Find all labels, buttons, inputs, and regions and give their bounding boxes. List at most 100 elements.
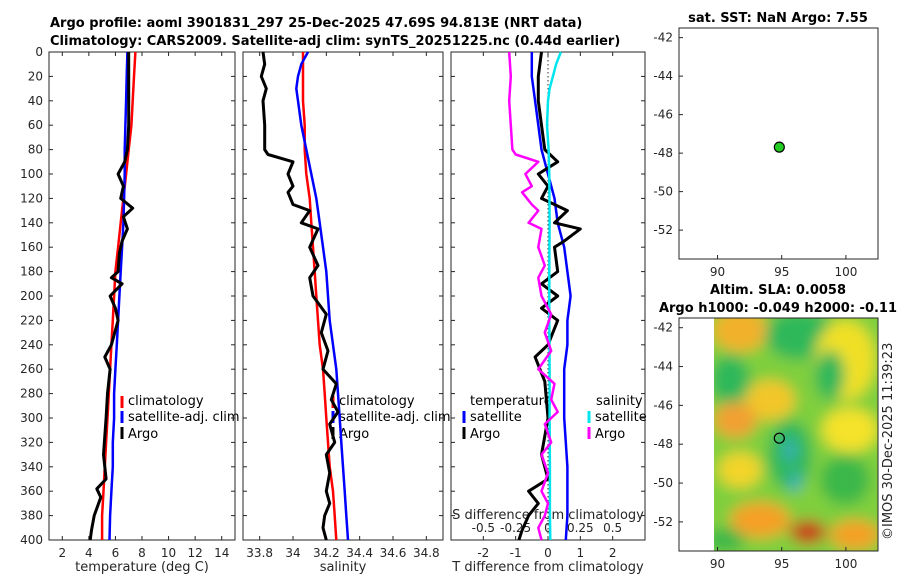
s-diff-tick-label: -0.5 [472, 521, 495, 535]
depth-tick-label: 380 [20, 509, 43, 523]
depth-tick-label: 140 [20, 216, 43, 230]
sst_map-ytick-label: -42 [653, 31, 673, 45]
salinity-xtick-label: 34.4 [346, 546, 373, 560]
sst_map-xtick-label: 95 [774, 265, 789, 279]
difference-xtick-label: -1 [510, 546, 522, 560]
depth-tick-label: 300 [20, 411, 43, 425]
sst_map-ytick-label: -48 [653, 146, 673, 160]
salinity-xtick-label: 33.8 [246, 546, 273, 560]
depth-tick-label: 320 [20, 435, 43, 449]
legend-climatology: climatology [128, 394, 204, 409]
depth-tick-label: 40 [28, 94, 43, 108]
temperature-xtick-label: 4 [85, 546, 93, 560]
legend-salinity-title: salinity [596, 394, 643, 409]
temperature-series-satellite-adj-clim [108, 51, 129, 541]
temperature-panel: temperature (deg C) [48, 51, 236, 575]
temperature-xtick-label: 8 [138, 546, 146, 560]
legend-argo: Argo [128, 427, 158, 442]
sst_map-argo-location [773, 141, 785, 153]
sla-heatmap [714, 318, 878, 551]
sla_map-ytick-label: -48 [653, 437, 673, 451]
sla_map-argo-location [773, 432, 785, 444]
sla_map-ytick-label: -52 [653, 515, 673, 529]
imos-stamp: ©IMOS 30-Dec-2025 11:39:23 [881, 343, 896, 540]
sst-map-title: sat. SST: NaN Argo: 7.55 [688, 11, 868, 26]
salinity-xlabel: salinity [320, 560, 367, 575]
legend-t-argo: Argo [470, 427, 500, 442]
depth-tick-label: 280 [20, 387, 43, 401]
depth-tick-label: 400 [20, 533, 43, 547]
temperature-xtick-label: 10 [161, 546, 176, 560]
temperature-xlabel: temperature (deg C) [75, 560, 209, 575]
difference-xtick-label: 0 [544, 546, 552, 560]
sla_map-ytick-label: -44 [653, 360, 673, 374]
legend-s-argo: Argo [595, 427, 625, 442]
difference-series-t-satellite [530, 52, 572, 541]
salinity-series-argo [259, 51, 340, 541]
sst-map-panel: sat. SST: NaN Argo: 7.55 [678, 11, 879, 260]
difference-xlabel: T difference from climatology [451, 560, 644, 575]
temperature-xtick-label: 14 [214, 546, 229, 560]
sla_map-ytick-label: -42 [653, 321, 673, 335]
s-diff-tick-label: 0.5 [603, 521, 622, 535]
salinity-series-climatology [301, 52, 338, 541]
depth-tick-label: 120 [20, 191, 43, 205]
temperature-xtick-label: 6 [112, 546, 120, 560]
header-line1: Argo profile: aoml 3901831_297 25-Dec-20… [50, 16, 582, 31]
legend-satellite-adj: satellite-adj. clim [128, 410, 240, 425]
salinity-panel: salinity [242, 51, 444, 575]
sal-legend-satellite-adj: satellite-adj. clim [339, 410, 451, 425]
salinity-xtick-label: 34.2 [313, 546, 340, 560]
depth-tick-label: 360 [20, 484, 43, 498]
depth-tick-label: 80 [28, 143, 43, 157]
difference-xtick-label: -2 [477, 546, 489, 560]
s-diff-tick-label: 0.25 [567, 521, 594, 535]
header-line2: Climatology: CARS2009. Satellite-adj cli… [50, 34, 620, 49]
temperature-legend: climatology satellite-adj. clim Argo [120, 394, 240, 442]
depth-tick-label: 60 [28, 118, 43, 132]
sst_map-ytick-label: -44 [653, 69, 673, 83]
salinity-xtick-label: 34 [285, 546, 300, 560]
depth-tick-label: 240 [20, 338, 43, 352]
depth-tick-label: 20 [28, 69, 43, 83]
salinity-xtick-label: 34.6 [380, 546, 407, 560]
depth-tick-label: 260 [20, 362, 43, 376]
sla_map-ytick-label: -50 [653, 476, 673, 490]
sal-legend-argo: Argo [339, 427, 369, 442]
salinity-xtick-label: 34.8 [413, 546, 440, 560]
sst_map-ytick-label: -50 [653, 185, 673, 199]
difference-legend: temperature satellite Argo salinity sate… [462, 394, 647, 442]
sla_map-xtick-label: 90 [710, 557, 725, 571]
legend-temperature-title: temperature [470, 394, 552, 409]
difference-xtick-label: 1 [577, 546, 585, 560]
legend-s-satellite: satellite [595, 410, 647, 425]
depth-tick-label: 100 [20, 167, 43, 181]
sla_map-xtick-label: 95 [774, 557, 789, 571]
depth-tick-label: 220 [20, 313, 43, 327]
depth-tick-label: 200 [20, 289, 43, 303]
s-diff-tick-label: 0 [544, 521, 552, 535]
sst_map-xtick-label: 90 [710, 265, 725, 279]
sal-legend-climatology: climatology [339, 394, 415, 409]
sst_map-ytick-label: -46 [653, 108, 673, 122]
depth-tick-label: 340 [20, 460, 43, 474]
sst_map-xtick-label: 100 [834, 265, 857, 279]
difference-xtick-label: 2 [609, 546, 617, 560]
sst_map-ytick-label: -52 [653, 223, 673, 237]
s-difference-label: S difference from climatology [452, 508, 644, 523]
salinity-series-satellite-adj-clim [295, 51, 350, 541]
sla-map-title2: Argo h1000: -0.049 h2000: -0.11 [659, 301, 897, 316]
sla-map-title1: Altim. SLA: 0.0058 [710, 283, 846, 298]
depth-tick-label: 160 [20, 240, 43, 254]
difference-series-s-argo [507, 51, 559, 541]
temperature-xtick-label: 12 [188, 546, 203, 560]
depth-tick-label: 180 [20, 265, 43, 279]
sla_map-xtick-label: 100 [834, 557, 857, 571]
sla-map-panel: Altim. SLA: 0.0058 Argo h1000: -0.049 h2… [659, 283, 897, 552]
temperature-xtick-label: 2 [58, 546, 66, 560]
temperature-series-argo [88, 52, 135, 541]
sla_map-ytick-label: -46 [653, 398, 673, 412]
depth-tick-label: 0 [35, 45, 43, 59]
legend-t-satellite: satellite [470, 410, 522, 425]
